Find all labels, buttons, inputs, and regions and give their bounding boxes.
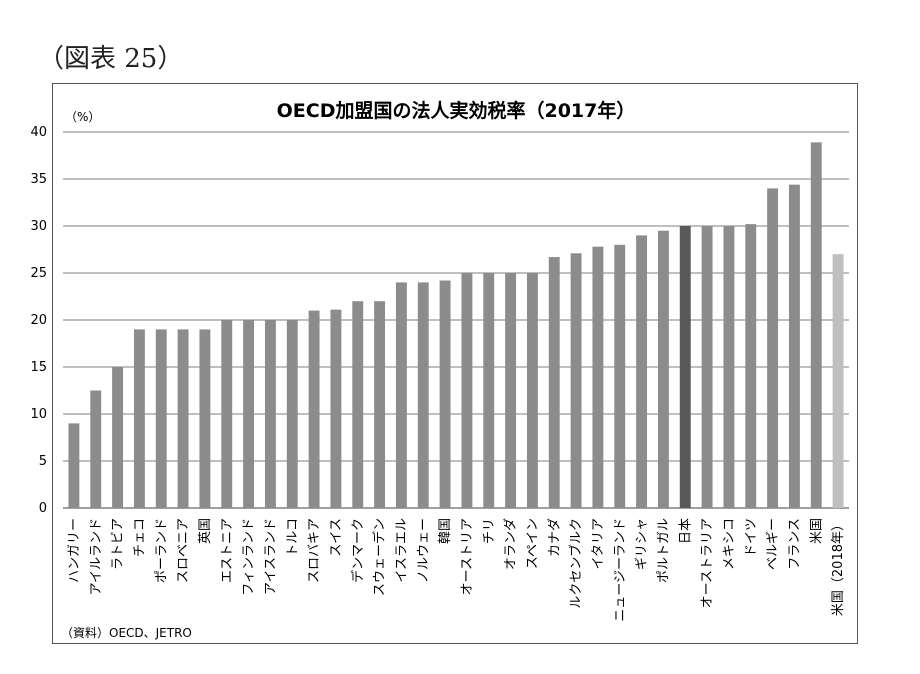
x-tick-label: オーストラリア (700, 518, 715, 608)
source-note: （資料）OECD、JETRO (61, 626, 192, 640)
x-tick-label: スウェーデン (372, 518, 388, 596)
y-tick-label: 15 (30, 360, 47, 375)
bar (701, 226, 713, 508)
x-tick-label: スロバキア (307, 518, 322, 583)
bar (177, 329, 189, 508)
y-tick-label: 35 (30, 172, 47, 187)
bar (745, 224, 757, 508)
y-tick-label: 20 (30, 313, 47, 328)
x-tick-label: 韓国 (438, 518, 453, 544)
bar (221, 320, 233, 508)
x-axis-labels: ハンガリー アイルランド ラトビア チェコ ポーランド スロベニア 英国 エストニア フィンラン… (67, 518, 846, 622)
chart-frame: OECD加盟国の法人実効税率（2017年） （%） 0 5 10 15 20 25 30 35… (30, 83, 858, 644)
bar (439, 280, 451, 508)
bar (723, 226, 735, 508)
bar (308, 310, 320, 508)
bar (90, 390, 102, 508)
x-tick-label: 日本 (678, 518, 693, 544)
x-tick-label: ギリシャ (635, 518, 650, 570)
x-tick-label: オーストリア (460, 518, 475, 595)
bar (330, 309, 342, 508)
x-tick-label: メキシコ (722, 518, 737, 570)
bar (614, 244, 626, 509)
bar (417, 282, 429, 508)
x-tick-label: ドイツ (744, 518, 759, 557)
bar (352, 301, 364, 508)
x-tick-label: ラトビア (111, 518, 126, 570)
bar (810, 142, 822, 508)
bar (636, 235, 648, 508)
bar (505, 273, 517, 508)
x-tick-label: イスラエル (394, 518, 409, 583)
x-tick-label: チリ (482, 518, 497, 544)
bar-chart: OECD加盟国の法人実効税率（2017年） （%） 0 5 10 15 20 25 30 35… (30, 99, 849, 640)
x-tick-label: オランダ (504, 518, 519, 570)
x-tick-label: フランス (787, 518, 802, 570)
chart-title: OECD加盟国の法人実効税率（2017年） (277, 99, 636, 122)
bar (548, 257, 560, 508)
x-tick-label: ルクセンブルク (568, 518, 584, 609)
y-axis-ticks: 0 5 10 15 20 25 30 35 40 (30, 125, 47, 516)
x-tick-label: ニュージーランド (613, 518, 628, 622)
x-tick-label: スロベニア (176, 518, 191, 583)
x-tick-label: アイルランド (89, 518, 104, 595)
y-tick-label: 30 (30, 219, 47, 234)
y-tick-label: 40 (30, 125, 47, 140)
bar (832, 254, 844, 508)
y-tick-label: 0 (39, 501, 47, 516)
bar (286, 320, 298, 508)
gridlines (63, 131, 849, 509)
y-tick-label: 10 (30, 407, 47, 422)
bar (679, 226, 691, 508)
y-tick-label: 25 (30, 266, 47, 281)
x-tick-label: フィンランド (242, 518, 257, 596)
y-unit-label: （%） (65, 110, 100, 124)
bar (199, 329, 211, 508)
bar (788, 184, 800, 508)
x-tick-label: 米国（2018年） (831, 518, 846, 616)
x-tick-label: スイス (329, 518, 344, 557)
bar (112, 367, 124, 508)
bar (483, 273, 495, 508)
x-tick-label: 米国 (809, 518, 824, 544)
x-tick-label: ベルギー (766, 518, 781, 570)
bar (767, 188, 779, 508)
x-tick-label: イタリア (591, 518, 606, 569)
x-tick-label: ポルトガル (656, 518, 671, 583)
x-tick-label: ポーランド (154, 518, 169, 583)
bar (243, 320, 255, 508)
bar (68, 423, 80, 508)
bar (395, 282, 407, 508)
x-tick-label: エストニア (220, 518, 235, 583)
x-tick-label: 英国 (198, 518, 213, 544)
x-tick-label: チェコ (132, 518, 147, 557)
bar (526, 273, 538, 508)
bars (68, 142, 844, 509)
x-tick-label: カナダ (547, 518, 562, 557)
bar (570, 253, 582, 508)
bar (264, 320, 276, 508)
x-tick-label: アイスランド (263, 518, 278, 595)
x-tick-label: ハンガリー (67, 518, 82, 583)
bar (155, 329, 167, 508)
x-tick-label: ノルウェー (416, 518, 431, 583)
bar (374, 301, 386, 508)
x-tick-label: デンマーク (350, 518, 366, 583)
figure-caption: （図表 25） (38, 44, 184, 74)
bar (461, 273, 473, 508)
x-tick-label: トルコ (285, 518, 300, 557)
bar (657, 230, 669, 508)
bar (133, 329, 145, 508)
bar (592, 246, 604, 508)
x-tick-label: スペイン (525, 518, 540, 569)
y-tick-label: 5 (39, 454, 47, 469)
